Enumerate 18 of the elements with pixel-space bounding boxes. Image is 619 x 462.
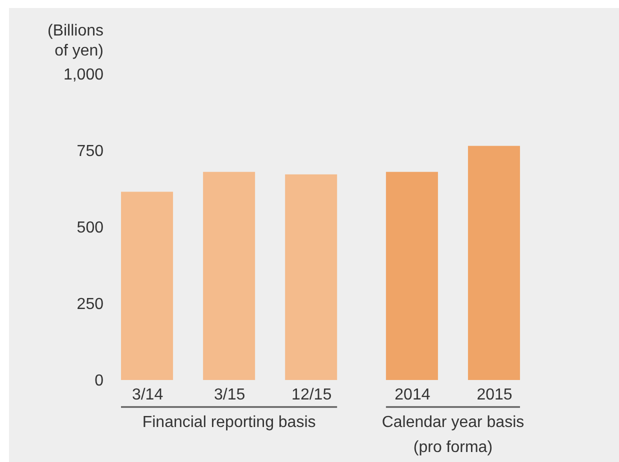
bar — [285, 174, 338, 380]
y-tick-label: 1,000 — [63, 66, 104, 84]
x-tick-label: 3/14 — [132, 386, 164, 404]
x-tick-label: 2015 — [476, 386, 512, 404]
bar — [121, 192, 174, 380]
y-tick-label: 500 — [76, 220, 104, 236]
bar — [468, 146, 520, 380]
y-axis-title: (Billions of yen) — [47, 22, 104, 60]
text: Calendar year basis (pro forma) — [382, 414, 524, 456]
bar — [386, 172, 438, 380]
bar — [203, 172, 256, 380]
x-tick-label: 12/15 — [292, 386, 332, 404]
text: Financial reporting basis — [142, 414, 316, 431]
y-tick-label: 0 — [94, 372, 104, 390]
y-tick-label: 750 — [76, 143, 104, 160]
x-tick-label: 3/15 — [214, 386, 246, 404]
y-tick-label: 250 — [76, 296, 104, 313]
x-tick-label: 2014 — [394, 386, 430, 404]
